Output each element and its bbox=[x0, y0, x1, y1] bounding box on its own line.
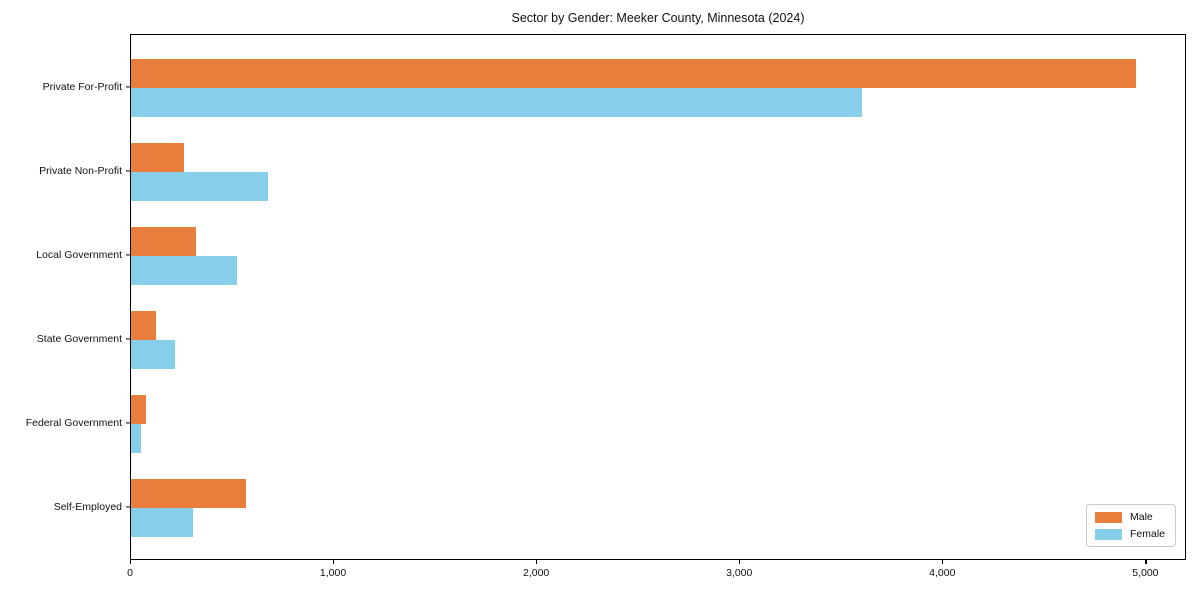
y-tick-mark bbox=[126, 254, 130, 256]
x-tick-mark bbox=[130, 560, 132, 564]
x-tick-label: 4,000 bbox=[929, 567, 956, 579]
legend: Male Female bbox=[1085, 504, 1176, 547]
y-tick-mark bbox=[126, 506, 130, 508]
legend-label-female: Female bbox=[1129, 528, 1165, 540]
x-tick-label: 1,000 bbox=[319, 567, 347, 579]
x-tick-label: 5,000 bbox=[1132, 567, 1159, 579]
x-tick-mark bbox=[536, 560, 538, 564]
legend-entry-female: Female bbox=[1094, 528, 1165, 540]
y-tick-mark bbox=[126, 170, 130, 172]
bar-female-3 bbox=[131, 255, 237, 286]
legend-swatch-male bbox=[1094, 511, 1122, 523]
bar-male-5 bbox=[131, 394, 147, 425]
x-tick-mark bbox=[1145, 560, 1147, 564]
x-tick-mark bbox=[739, 560, 741, 564]
bar-male-4 bbox=[131, 310, 157, 340]
bar-female-5 bbox=[131, 424, 142, 454]
plot-area: Male Female bbox=[130, 34, 1186, 560]
x-tick-label: 3,000 bbox=[726, 567, 753, 579]
legend-label-male: Male bbox=[1129, 511, 1153, 523]
y-tick-mark bbox=[126, 338, 130, 340]
bar-male-2 bbox=[131, 142, 184, 172]
y-tick-label: Self-Employed bbox=[53, 501, 122, 514]
y-tick-label: State Government bbox=[36, 333, 122, 345]
y-tick-label: Local Government bbox=[36, 248, 122, 261]
y-tick-mark bbox=[126, 86, 130, 88]
bar-female-6 bbox=[131, 508, 193, 538]
chart-title: Sector by Gender: Meeker County, Minneso… bbox=[511, 11, 805, 25]
legend-swatch-female bbox=[1094, 528, 1122, 540]
x-tick-mark bbox=[942, 560, 944, 564]
x-tick-mark bbox=[333, 560, 335, 564]
legend-entry-male: Male bbox=[1094, 511, 1165, 523]
y-tick-label: Federal Government bbox=[25, 417, 122, 430]
bar-male-1 bbox=[131, 58, 1137, 88]
y-tick-mark bbox=[126, 422, 130, 424]
bar-male-3 bbox=[131, 226, 196, 256]
bar-female-2 bbox=[131, 171, 269, 202]
x-tick-label: 2,000 bbox=[523, 567, 550, 579]
bar-female-1 bbox=[131, 87, 863, 118]
bar-female-4 bbox=[131, 340, 175, 370]
x-tick-label: 0 bbox=[127, 567, 133, 579]
y-tick-label: Private Non-Profit bbox=[39, 164, 122, 177]
bar-male-6 bbox=[131, 478, 246, 509]
y-tick-label: Private For-Profit bbox=[42, 80, 122, 93]
